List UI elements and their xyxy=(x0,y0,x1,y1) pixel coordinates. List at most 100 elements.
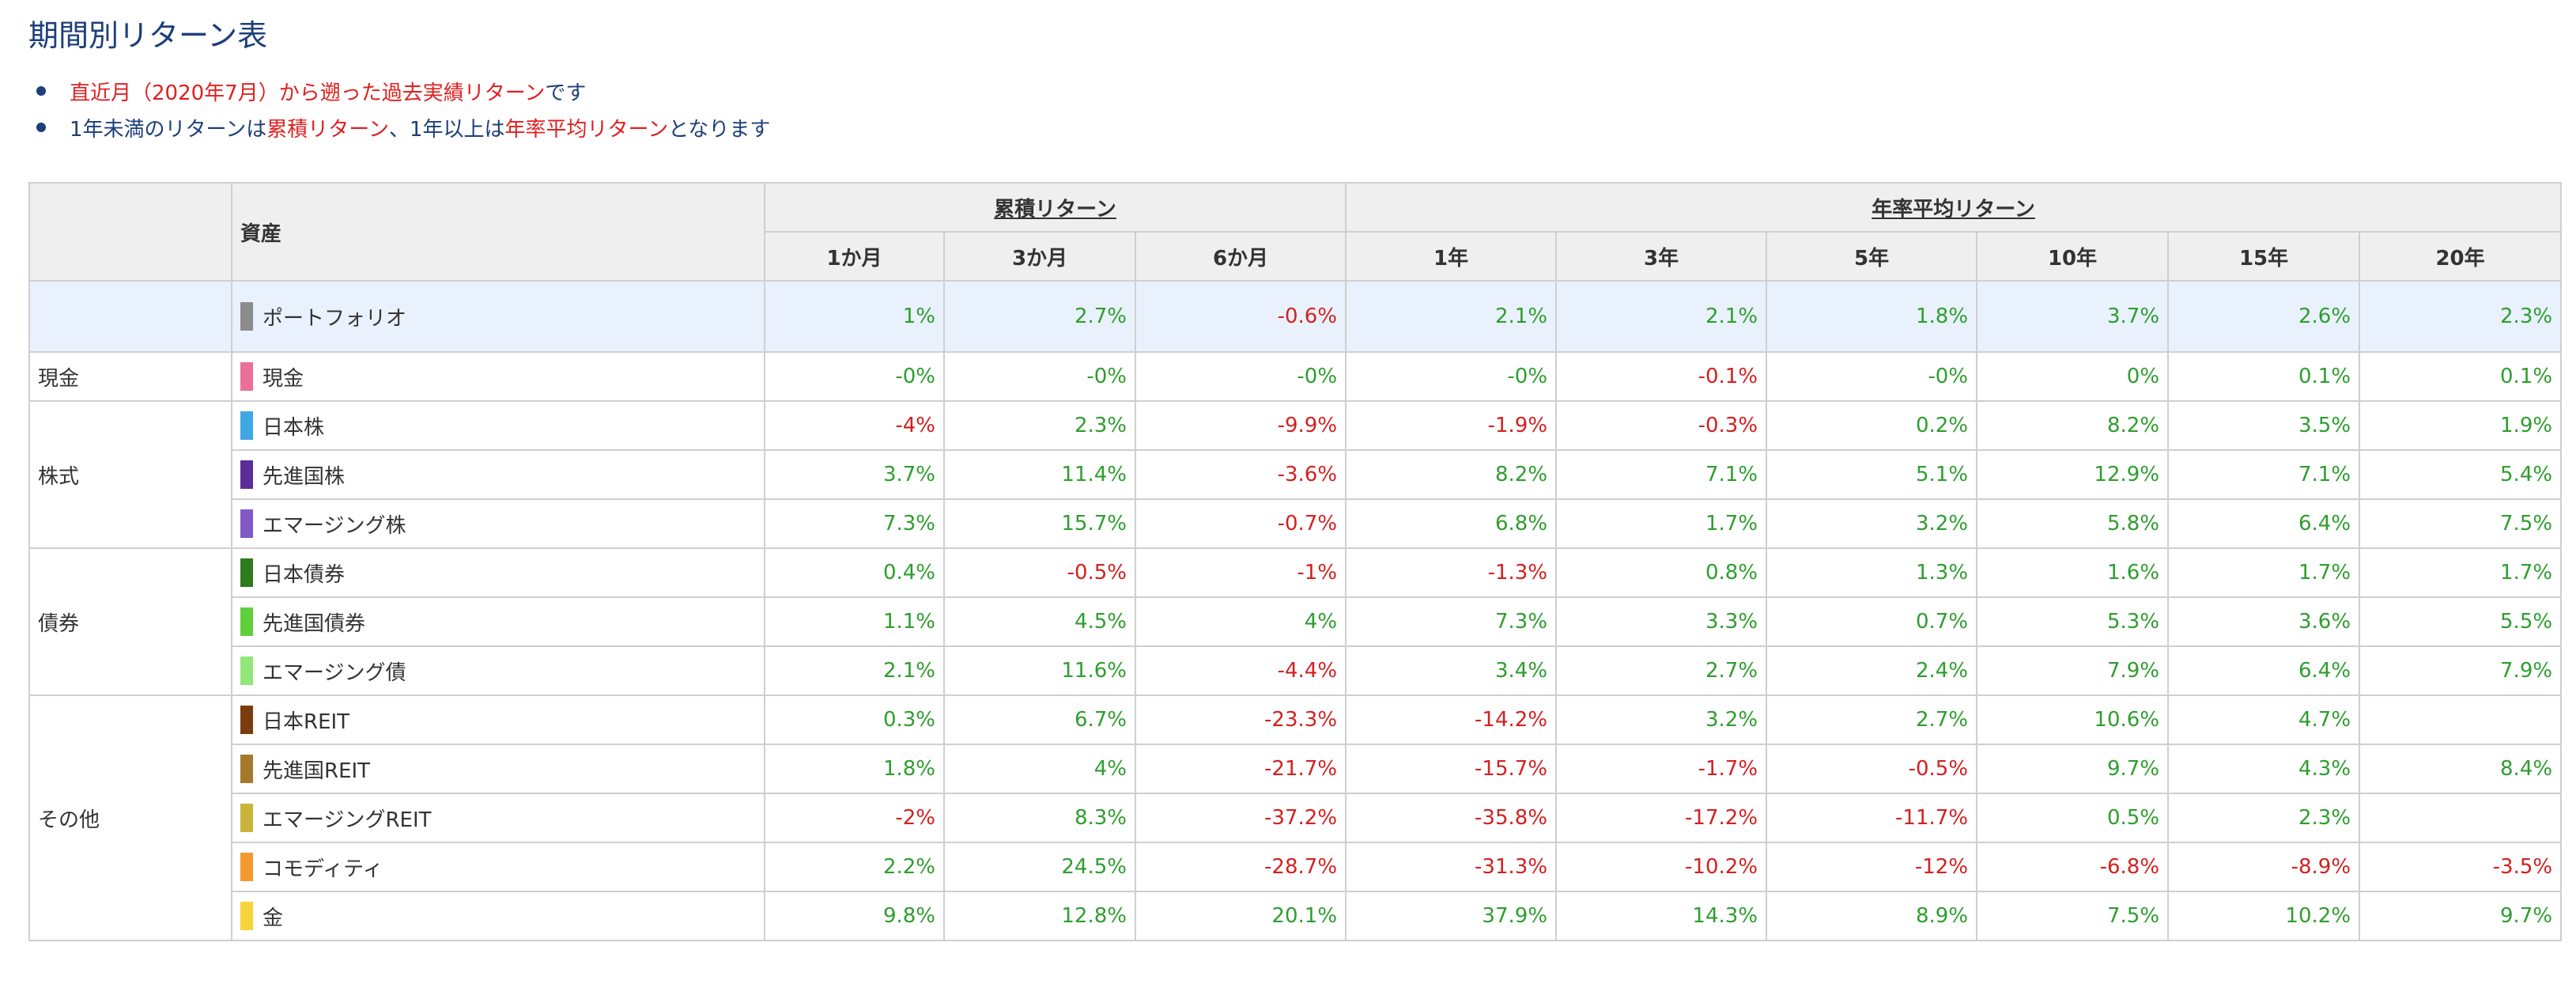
value-cell: -3.5% xyxy=(2359,842,2563,892)
value-cell: 0.1% xyxy=(2359,351,2563,402)
color-swatch xyxy=(240,509,253,538)
value-cell: 5.3% xyxy=(1976,596,2170,647)
color-swatch xyxy=(240,558,253,587)
value-cell: 2.1% xyxy=(1555,280,1768,353)
page-title: 期間別リターン表 xyxy=(28,18,268,53)
value-cell: -1.9% xyxy=(1345,400,1558,451)
value-cell: -0% xyxy=(1766,351,1978,402)
value-cell: -17.2% xyxy=(1555,793,1768,843)
value-cell: 0% xyxy=(1976,351,2170,402)
value-cell: 7.3% xyxy=(764,498,945,549)
value-cell: 8.2% xyxy=(1345,449,1558,500)
category-cell: 現金 xyxy=(28,351,232,402)
asset-name: 日本REIT xyxy=(263,710,350,734)
value-cell: 1% xyxy=(764,280,945,353)
value-cell: 7.1% xyxy=(2167,449,2361,500)
asset-name: エマージングREIT xyxy=(263,808,432,832)
value-cell: 4% xyxy=(1134,596,1347,647)
value-cell: 0.1% xyxy=(2167,351,2361,402)
period-header: 6か月 xyxy=(1134,231,1347,282)
period-header: 5年 xyxy=(1766,231,1978,282)
category-header xyxy=(28,182,232,282)
asset-name: エマージング債 xyxy=(263,660,406,685)
value-cell: -0.7% xyxy=(1134,498,1347,549)
value-cell: -0.1% xyxy=(1555,351,1768,402)
value-cell: 4.3% xyxy=(2167,744,2361,794)
color-swatch xyxy=(240,706,253,734)
asset-cell: 先進国株 xyxy=(231,449,765,500)
table-row: 先進国株 3.7% 11.4% -3.6% 8.2% 7.1% 5.1% 12.9% 7.1% 5… xyxy=(29,449,2563,500)
period-header: 3年 xyxy=(1555,231,1768,282)
asset-cell: 先進国債券 xyxy=(231,596,765,647)
value-cell: -1.7% xyxy=(1555,744,1768,794)
value-cell: 5.8% xyxy=(1976,498,2170,549)
value-cell: -14.2% xyxy=(1345,694,1558,745)
table-row: エマージング株 7.3% 15.7% -0.7% 6.8% 1.7% 3.2% 5.8% 6.4… xyxy=(29,498,2563,549)
value-cell: 12.8% xyxy=(943,891,1136,941)
asset-name: 日本株 xyxy=(263,415,325,440)
value-cell: 7.1% xyxy=(1555,449,1768,500)
value-cell: 14.3% xyxy=(1555,891,1768,941)
portfolio-row: ポートフォリオ 1% 2.7% -0.6% 2.1% 2.1% 1.8% 3.7% 2.6% 2.… xyxy=(28,280,2563,353)
period-header: 3か月 xyxy=(943,231,1136,282)
period-header: 1か月 xyxy=(764,231,945,282)
asset-name: 先進国REIT xyxy=(263,759,371,783)
period-header: 10年 xyxy=(1976,231,2170,282)
value-cell: -28.7% xyxy=(1134,842,1347,892)
value-cell: 8.3% xyxy=(943,793,1136,843)
asset-header: 資産 xyxy=(231,182,765,282)
value-cell: 2.1% xyxy=(764,645,945,696)
note-highlight: 直近月（2020年7月）から遡った過去実績リターン xyxy=(70,81,546,105)
value-cell: 1.1% xyxy=(764,596,945,647)
value-cell: -23.3% xyxy=(1134,694,1347,745)
table-row: コモディティ 2.2% 24.5% -28.7% -31.3% -10.2% -12% -6.… xyxy=(29,842,2563,892)
value-cell: 37.9% xyxy=(1345,891,1558,941)
value-cell: 1.9% xyxy=(2359,400,2563,451)
asset-cell: 日本REIT xyxy=(231,694,765,745)
value-cell: 8.4% xyxy=(2359,744,2563,794)
value-cell: 3.3% xyxy=(1555,596,1768,647)
value-cell: 9.7% xyxy=(1976,744,2170,794)
asset-cell: エマージングREIT xyxy=(231,793,765,843)
value-cell: 0.7% xyxy=(1766,596,1978,647)
value-cell: 11.4% xyxy=(943,449,1136,500)
value-cell: 0.8% xyxy=(1555,547,1768,598)
asset-cell: エマージング債 xyxy=(231,645,765,696)
value-cell: 3.6% xyxy=(2167,596,2361,647)
value-cell: -4% xyxy=(764,400,945,451)
value-cell: 0.4% xyxy=(764,547,945,598)
value-cell: -0% xyxy=(1134,351,1347,402)
value-cell: -4.4% xyxy=(1134,645,1347,696)
value-cell: 0.5% xyxy=(1976,793,2170,843)
value-cell: -12% xyxy=(1766,842,1978,892)
bullet-icon xyxy=(36,123,46,132)
value-cell: -3.6% xyxy=(1134,449,1347,500)
value-cell: 0.2% xyxy=(1766,400,1978,451)
value-cell: 0.3% xyxy=(764,694,945,745)
notes-list: 直近月（2020年7月）から遡った過去実績リターン です 1年未満のリターンは 累積… xyxy=(28,73,770,146)
value-cell: -35.8% xyxy=(1345,793,1558,843)
color-swatch xyxy=(240,902,253,930)
note-item: 1年未満のリターンは 累積リターン 、1年以上は 年率平均リターン となります xyxy=(28,109,770,146)
color-swatch xyxy=(240,411,253,440)
value-cell: -0.5% xyxy=(943,547,1136,598)
value-cell: -31.3% xyxy=(1345,842,1558,892)
value-cell: -6.8% xyxy=(1976,842,2170,892)
value-cell: 2.7% xyxy=(1766,694,1978,745)
asset-name: 日本債券 xyxy=(263,562,346,587)
value-cell: 3.5% xyxy=(2167,400,2361,451)
value-cell: 9.8% xyxy=(764,891,945,941)
value-cell: 2.7% xyxy=(1555,645,1768,696)
value-cell: 5.5% xyxy=(2359,596,2563,647)
value-cell: 2.2% xyxy=(764,842,945,892)
value-cell: 4.7% xyxy=(2167,694,2361,745)
value-cell: 6.4% xyxy=(2167,645,2361,696)
table-row: 現金 現金 -0% -0% -0% -0% -0.1% -0% 0% 0.1% 0.1% xyxy=(28,351,2563,402)
value-cell: -1.3% xyxy=(1345,547,1558,598)
value-cell xyxy=(2359,694,2563,745)
asset-name: 現金 xyxy=(263,366,304,391)
category-cell xyxy=(28,280,232,353)
value-cell: 7.5% xyxy=(1976,891,2170,941)
value-cell: 3.2% xyxy=(1766,498,1978,549)
value-cell: 7.3% xyxy=(1345,596,1558,647)
